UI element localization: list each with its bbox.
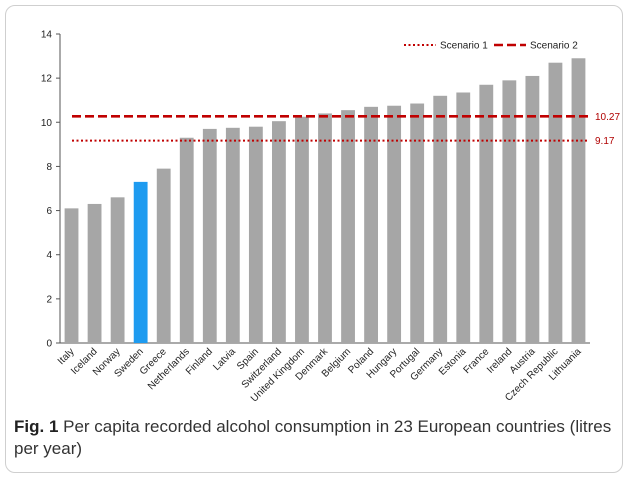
bar xyxy=(248,126,263,343)
bar xyxy=(364,106,378,343)
bar xyxy=(433,95,448,343)
chart-bars xyxy=(64,58,586,344)
y-tick-label: 10 xyxy=(41,118,53,129)
figure-frame: 0 2 4 6 8 10 12 14 Italy Iceland Norway Sweden Greec… xyxy=(5,5,623,473)
figure-caption: Fig. 1 Per capita recorded alcohol consu… xyxy=(14,416,614,460)
bar xyxy=(110,197,125,343)
y-tick-label: 12 xyxy=(41,74,53,85)
bar xyxy=(456,92,471,343)
bar xyxy=(410,103,425,344)
bar xyxy=(548,62,563,343)
bar xyxy=(156,168,171,343)
caption-prefix: Fig. 1 xyxy=(14,417,59,436)
bar xyxy=(318,113,332,343)
bar xyxy=(133,181,148,343)
bar xyxy=(479,84,494,343)
y-tick-label: 4 xyxy=(46,250,52,261)
bar xyxy=(87,203,102,343)
bar xyxy=(179,137,194,343)
reference-lines: 9.17 10.27 xyxy=(72,112,620,147)
x-tick-label: Latvia xyxy=(211,346,238,373)
bar xyxy=(272,121,286,343)
reference-line-label: 9.17 xyxy=(595,136,615,147)
bar xyxy=(387,105,402,343)
bar xyxy=(525,75,540,343)
chart-legend: Scenario 1 Scenario 2 xyxy=(404,41,578,52)
legend-label: Scenario 2 xyxy=(530,41,578,52)
x-tick-label: France xyxy=(462,346,492,376)
bar xyxy=(202,128,217,343)
y-tick-label: 0 xyxy=(46,339,52,350)
bar xyxy=(225,127,240,343)
y-tick-label: 8 xyxy=(46,162,52,173)
bar xyxy=(341,110,355,344)
y-tick-label: 14 xyxy=(41,30,53,41)
caption-text: Per capita recorded alcohol consumption … xyxy=(14,417,612,458)
bar xyxy=(295,116,309,344)
legend-label: Scenario 1 xyxy=(440,41,488,52)
y-tick-label: 6 xyxy=(46,206,52,217)
bar-chart: 02468101214ItalyIcelandNorwaySwedenGreec… xyxy=(41,30,621,405)
reference-line-label: 10.27 xyxy=(595,112,620,123)
y-tick-label: 2 xyxy=(46,294,52,305)
bar xyxy=(502,80,517,343)
bar xyxy=(571,58,586,344)
bar xyxy=(64,208,79,343)
